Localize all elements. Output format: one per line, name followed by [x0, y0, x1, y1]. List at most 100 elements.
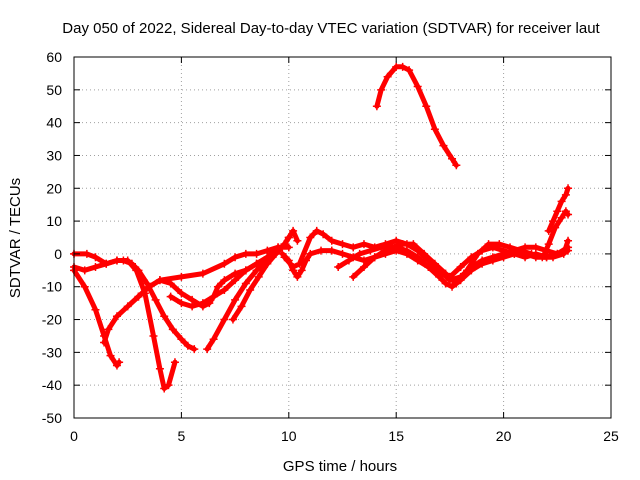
data-point	[564, 210, 573, 219]
data-point	[91, 263, 100, 272]
data-point	[190, 345, 199, 354]
data-point	[392, 243, 401, 252]
data-point	[231, 276, 240, 285]
data-point	[209, 292, 218, 301]
data-point	[557, 213, 566, 222]
data-point	[177, 289, 186, 298]
x-tick-label: 20	[496, 428, 512, 444]
data-point	[413, 82, 422, 91]
data-point	[306, 233, 315, 242]
data-point	[422, 102, 431, 111]
series-line	[101, 244, 292, 345]
data-point	[557, 197, 566, 206]
data-point	[228, 315, 237, 324]
data-point	[430, 259, 439, 268]
data-point	[499, 253, 508, 262]
y-axis-label: SDTVAR / TECUs	[7, 178, 24, 298]
data-point	[80, 266, 89, 275]
data-point	[398, 62, 407, 71]
data-point	[252, 249, 261, 258]
data-point	[381, 246, 390, 255]
series-layer	[70, 62, 573, 393]
data-point	[452, 161, 461, 170]
data-point	[473, 249, 482, 258]
data-point	[280, 240, 289, 249]
data-point	[383, 72, 392, 81]
series-arc-4	[70, 256, 199, 354]
data-point	[80, 282, 89, 291]
series-arc-15	[540, 207, 573, 258]
data-point	[145, 282, 154, 291]
data-point	[370, 253, 379, 262]
data-point	[531, 253, 540, 262]
x-tick-label: 15	[388, 428, 404, 444]
data-point	[349, 243, 358, 252]
data-point	[177, 335, 186, 344]
data-point	[177, 272, 186, 281]
series-arc-14	[544, 184, 573, 235]
data-point	[151, 295, 160, 304]
data-point	[160, 312, 169, 321]
x-tick-label: 10	[281, 428, 297, 444]
data-point	[280, 253, 289, 262]
data-point	[430, 125, 439, 134]
data-point	[123, 302, 132, 311]
y-tick-label: -30	[42, 344, 62, 360]
data-point	[220, 315, 229, 324]
series-line	[71, 267, 122, 368]
y-tick-label: -50	[42, 410, 62, 426]
data-point	[198, 269, 207, 278]
data-point	[241, 266, 250, 275]
data-point	[359, 240, 368, 249]
data-point	[319, 230, 328, 239]
y-tick-label: 40	[46, 115, 62, 131]
data-point	[220, 259, 229, 268]
data-point	[377, 243, 386, 252]
data-point	[338, 240, 347, 249]
data-point	[327, 246, 336, 255]
data-point	[177, 299, 186, 308]
series-line	[374, 64, 459, 168]
data-point	[456, 276, 465, 285]
data-point	[561, 190, 570, 199]
axis-ticks: 0 5 10 15 20 25 -50 -40 -30 -20 -10 0 10 20 30 40 50 60	[42, 49, 619, 444]
data-point	[170, 358, 179, 367]
data-point	[327, 236, 336, 245]
data-point	[293, 236, 302, 245]
data-point	[220, 286, 229, 295]
y-tick-label: -10	[42, 279, 62, 295]
data-point	[435, 272, 444, 281]
data-point	[355, 249, 364, 258]
y-tick-label: 0	[54, 246, 62, 262]
data-point	[495, 240, 504, 249]
data-point	[134, 292, 143, 301]
data-point	[188, 302, 197, 311]
data-point	[237, 302, 246, 311]
data-point	[160, 384, 169, 393]
data-point	[448, 154, 457, 163]
data-point	[441, 269, 450, 278]
x-tick-label: 5	[178, 428, 186, 444]
grid	[74, 57, 611, 418]
data-point	[424, 263, 433, 272]
data-point	[254, 272, 263, 281]
data-point	[334, 263, 343, 272]
y-tick-label: 10	[46, 213, 62, 229]
data-point	[284, 233, 293, 242]
data-point	[409, 240, 418, 249]
data-point	[551, 223, 560, 232]
data-point	[349, 272, 358, 281]
data-point	[263, 259, 272, 268]
y-tick-label: 50	[46, 82, 62, 98]
x-tick-label: 0	[70, 428, 78, 444]
data-point	[510, 249, 519, 258]
data-point	[295, 259, 304, 268]
data-point	[102, 259, 111, 268]
data-point	[127, 259, 136, 268]
series-line	[230, 235, 292, 322]
data-point	[220, 276, 229, 285]
data-point	[112, 312, 121, 321]
data-point	[312, 226, 321, 235]
data-point	[166, 292, 175, 301]
